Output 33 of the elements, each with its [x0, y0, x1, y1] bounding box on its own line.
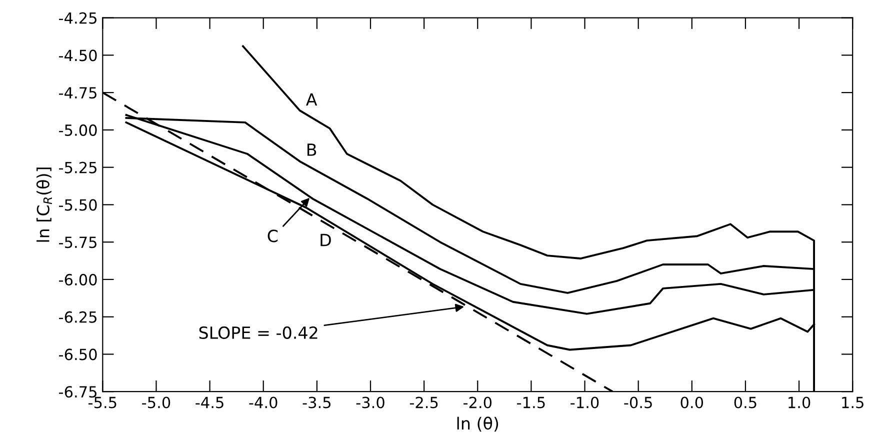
x-axis-title: ln (θ)	[457, 416, 498, 432]
y-tick-label: -5.50	[59, 199, 97, 211]
y-tick-label: -4.50	[59, 50, 97, 62]
series-label: A	[306, 93, 318, 106]
y-tick-label: -6.75	[59, 386, 96, 398]
x-tick-label: -5.5	[88, 396, 116, 408]
x-tick-label: 1.0	[788, 396, 810, 408]
x-tick-label: 1.5	[842, 396, 864, 408]
x-tick-label: -2.5	[410, 396, 438, 408]
y-tick-label: -5.25	[59, 162, 96, 174]
x-tick-label: -3.0	[356, 396, 384, 408]
y-axis-title: ln [C$_{R}$(θ)]	[36, 168, 52, 242]
y-tick-label: -6.25	[59, 311, 96, 323]
annotation: SLOPE = -0.42	[199, 326, 318, 339]
y-tick-label: -6.50	[59, 348, 97, 360]
x-tick-label: -5.0	[142, 396, 170, 408]
x-tick-label: -3.5	[302, 396, 330, 408]
x-tick-label: 0.0	[680, 396, 704, 408]
x-tick-label: -4.0	[249, 396, 278, 408]
y-tick-label: -5.00	[59, 124, 97, 136]
y-tick-label: -4.75	[59, 87, 96, 99]
x-tick-label: -1.5	[517, 396, 545, 408]
x-tick-label: -2.0	[463, 396, 492, 408]
x-tick-label: -0.5	[624, 396, 652, 408]
y-tick-label: -6.00	[59, 274, 97, 286]
y-tick-label: -4.25	[59, 12, 96, 24]
y-tick-label: -5.75	[59, 236, 96, 248]
x-tick-label: 0.5	[734, 396, 756, 408]
x-tick-label: -4.5	[196, 396, 224, 408]
series-label: B	[307, 144, 316, 156]
x-tick-label: -1.0	[570, 396, 599, 408]
series-label: D	[320, 234, 331, 246]
annotation: C	[268, 230, 278, 242]
